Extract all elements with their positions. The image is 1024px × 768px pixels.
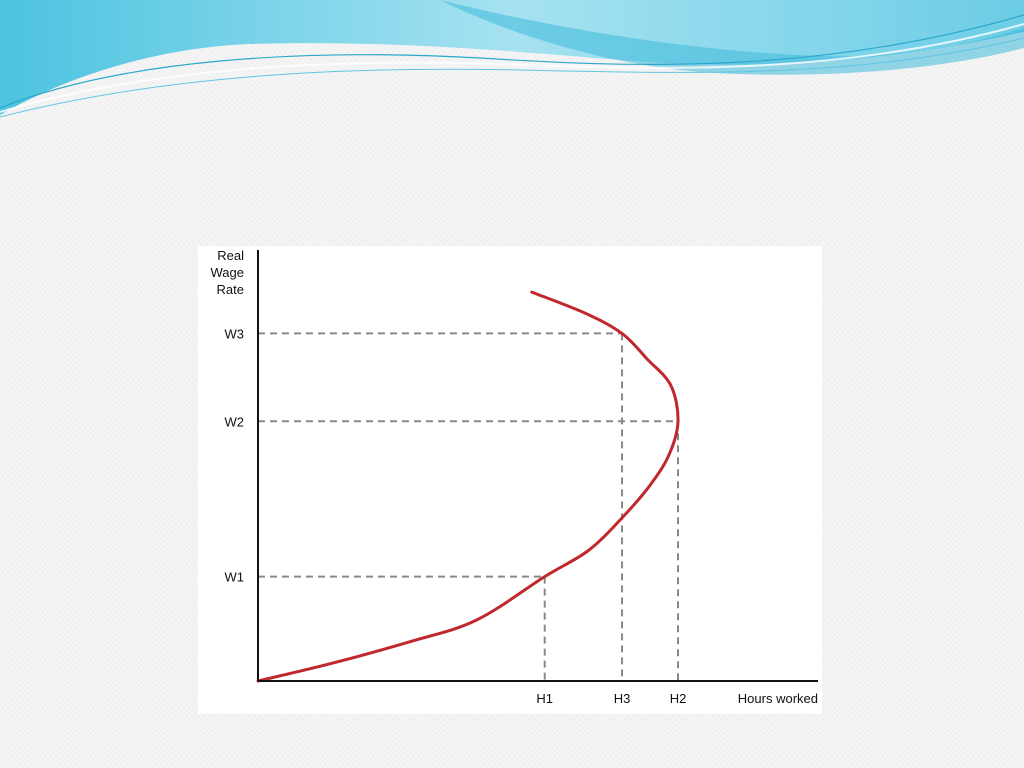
- chart-panel: Real Wage Rate Hours worked W1 W2 W3 H1 H3 H2: [198, 246, 822, 714]
- x-tick-h2: H2: [670, 691, 687, 706]
- header-wave-banner: [0, 0, 1024, 118]
- x-tick-h3: H3: [614, 691, 631, 706]
- y-tick-w1: W1: [225, 570, 245, 585]
- y-tick-w3: W3: [225, 326, 245, 341]
- labour-supply-curve: [256, 290, 680, 683]
- y-axis-label-line-2: Wage: [211, 265, 244, 280]
- y-axis-label: Real Wage Rate: [211, 248, 245, 297]
- guide-lines: [258, 332, 679, 681]
- y-axis-label-line-1: Real: [217, 248, 244, 263]
- x-tick-h1: H1: [536, 691, 553, 706]
- y-axis-label-line-3: Rate: [217, 282, 244, 297]
- x-axis-label: Hours worked: [738, 691, 818, 706]
- y-tick-w2: W2: [225, 414, 245, 429]
- tick-labels: W1 W2 W3 H1 H3 H2: [225, 326, 687, 706]
